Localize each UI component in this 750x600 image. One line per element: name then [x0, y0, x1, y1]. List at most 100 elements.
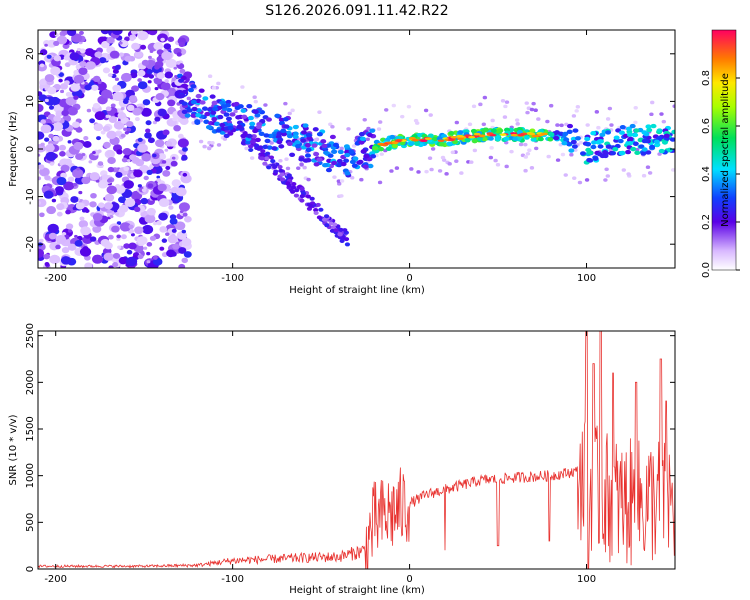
- spectrogram-cell: [190, 113, 197, 118]
- spectrogram-heatmap: [38, 30, 675, 268]
- spectrogram-cell: [286, 141, 293, 146]
- spectrogram-cell: [272, 165, 278, 170]
- spectrogram-cell: [217, 114, 224, 120]
- spectrogram-cell: [123, 127, 128, 131]
- spectrogram-cell: [162, 129, 170, 136]
- spectrogram-cell: [300, 138, 307, 143]
- spectrogram-cell: [165, 232, 170, 236]
- colorbar: 0.0 0.2 0.4 0.6 0.8 Normalized spectral ampl…: [701, 29, 740, 278]
- spectrogram-cell: [216, 81, 221, 86]
- spectrogram-cell: [266, 165, 272, 170]
- spectrogram-cell: [619, 124, 626, 130]
- spectrogram-cell: [540, 132, 548, 136]
- spectrogram-cell: [134, 206, 141, 213]
- spectrogram-cell: [130, 233, 135, 237]
- spectrogram-cell: [427, 156, 433, 160]
- spectrogram-cell: [666, 147, 673, 153]
- spectrogram-cell: [438, 142, 445, 147]
- spectrogram-cell: [144, 214, 156, 224]
- spectrogram-cell: [39, 167, 50, 177]
- spectrogram-cell: [175, 60, 181, 65]
- spectrogram-cell: [137, 30, 149, 41]
- spectrogram-cell: [292, 124, 299, 130]
- spectrogram-cell: [153, 42, 164, 51]
- spectrogram-cell: [49, 254, 61, 265]
- spectrogram-cell: [113, 120, 125, 130]
- spectrogram-cell: [76, 47, 81, 52]
- spectrogram-cell: [454, 159, 459, 163]
- spectrogram-cell: [137, 184, 142, 188]
- spectrogram-cell: [101, 40, 110, 49]
- spectrogram-cell: [530, 137, 537, 142]
- spectrogram-y-ticks: -20 -10 0 10 20: [25, 47, 675, 252]
- spectrogram-cell: [178, 263, 186, 268]
- spectrogram-cell: [170, 160, 178, 167]
- spectrogram-cell: [254, 137, 261, 143]
- spectrogram-cell: [118, 52, 124, 57]
- spectrogram-cell: [140, 44, 147, 50]
- spectrogram-cell: [211, 86, 217, 90]
- spectrogram-cell: [49, 161, 55, 166]
- spectrogram-cell: [259, 118, 266, 124]
- spectrogram-cell: [100, 130, 106, 135]
- spectrogram-cell: [43, 190, 54, 199]
- spectrogram-cell: [236, 125, 243, 130]
- spectrogram-cell: [356, 160, 363, 165]
- spectrogram-cell: [167, 234, 178, 244]
- spectrogram-cell: [53, 40, 60, 47]
- spectrogram-cell: [503, 104, 508, 109]
- spectrogram-cell: [512, 136, 519, 141]
- spectrogram-cell: [280, 128, 287, 134]
- spectrogram-cell: [294, 140, 301, 145]
- spectrogram-cell: [78, 67, 88, 75]
- spectrogram-cell: [107, 166, 115, 173]
- spectrogram-cell: [428, 113, 433, 117]
- spectrogram-cell: [282, 117, 289, 122]
- spectrogram-cell: [626, 137, 633, 143]
- spectrogram-cell: [252, 95, 257, 99]
- spectrogram-cell: [156, 49, 164, 56]
- spectrogram-cell: [409, 167, 414, 171]
- spectrogram-cell: [93, 123, 104, 132]
- spectrogram-cell: [626, 132, 633, 137]
- colorbar-gradient: [711, 29, 737, 271]
- spectrogram-cell: [146, 242, 153, 247]
- spectrogram-cell: [111, 30, 123, 36]
- spectrogram-cell: [340, 161, 347, 167]
- spectrogram-cell: [574, 136, 581, 141]
- spectrogram-cell: [365, 137, 370, 142]
- spectrogram-cell: [149, 49, 154, 53]
- spectrogram-cell: [125, 256, 138, 267]
- spectrogram-cell: [181, 257, 189, 264]
- spectrogram-x-tick-label: -200: [44, 273, 67, 284]
- spectrogram-cell: [144, 132, 152, 139]
- spectrogram-cell: [103, 252, 114, 261]
- spectrogram-cell: [67, 176, 75, 182]
- spectrogram-cell: [291, 182, 297, 187]
- spectrogram-cell: [126, 249, 133, 255]
- spectrogram-cell: [56, 211, 63, 217]
- spectrogram-cell: [45, 144, 55, 152]
- spectrogram-cell: [58, 78, 63, 83]
- spectrogram-cell: [573, 148, 578, 152]
- spectrogram-cell: [289, 152, 296, 157]
- spectrogram-cell: [148, 74, 155, 79]
- spectrogram-cell: [332, 142, 339, 148]
- spectrogram-cell: [406, 104, 412, 109]
- spectrogram-cell: [145, 128, 151, 133]
- spectrogram-cell: [210, 110, 217, 115]
- spectrogram-cell: [529, 107, 535, 112]
- spectrogram-cell: [154, 64, 160, 70]
- spectrogram-cell: [163, 43, 172, 50]
- spectrogram-cell: [115, 185, 126, 194]
- spectrogram-cell: [156, 220, 162, 226]
- spectrogram-cell: [293, 193, 300, 198]
- spectrogram-cell: [249, 156, 255, 160]
- spectrogram-cell: [468, 135, 476, 139]
- spectrogram-cell: [56, 35, 68, 45]
- spectrogram-cell: [195, 112, 202, 118]
- spectrogram-cell: [245, 140, 252, 145]
- spectrogram-cell: [305, 147, 312, 153]
- spectrogram-cell: [175, 187, 187, 197]
